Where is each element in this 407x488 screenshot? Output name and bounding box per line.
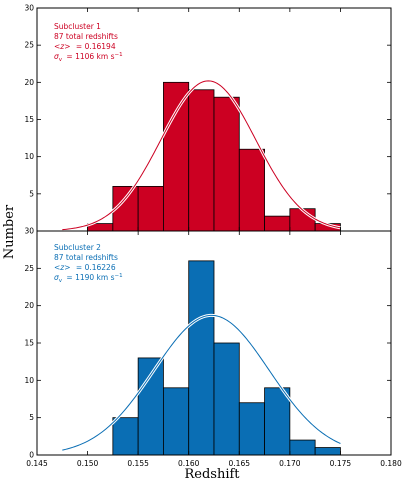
annotation-count: 87 total redshifts xyxy=(54,32,118,41)
y-tick-label: 20 xyxy=(24,301,34,310)
y-tick-label: 5 xyxy=(29,189,34,198)
y-tick-label: 25 xyxy=(24,264,34,273)
sigma-value: = 1190 km s xyxy=(66,273,114,282)
mean-z-symbol: <z> xyxy=(54,263,71,272)
bottom-annotation: Subcluster 2 87 total redshifts <z> = 0.… xyxy=(54,243,123,284)
y-tick-label: 20 xyxy=(24,78,34,87)
sigma-value: = 1106 km s xyxy=(66,52,114,61)
sigma-subscript: v xyxy=(59,57,63,63)
y-tick-label: 30 xyxy=(24,227,34,236)
fit-curve xyxy=(62,314,341,451)
y-tick-label: 10 xyxy=(24,152,34,161)
histogram-bar xyxy=(314,447,341,456)
bottom-panel: 0.145 0.150 0.155 0.160 0.165 0.170 0.175 0.180… xyxy=(24,227,402,469)
histogram-bar xyxy=(264,387,291,456)
x-tick-label: 0.165 xyxy=(229,459,251,468)
x-tick-label: 0.145 xyxy=(26,459,48,468)
top-annotation: Subcluster 1 87 total redshifts <z> = 0.… xyxy=(54,22,123,63)
y-tick-label: 15 xyxy=(24,115,34,124)
annotation-sigma: σv = 1190 km s−1 xyxy=(54,273,123,284)
x-tick-label: 0.170 xyxy=(279,459,301,468)
x-tick-label: 0.180 xyxy=(380,459,402,468)
mean-z-value: = 0.16194 xyxy=(76,42,116,51)
annotation-title: Subcluster 1 xyxy=(54,22,101,31)
y-tick-label: 25 xyxy=(24,41,34,50)
annotation-count: 87 total redshifts xyxy=(54,253,118,262)
histogram-bar xyxy=(238,402,265,456)
y-tick-label: 10 xyxy=(24,376,34,385)
annotation-mean-z: <z> = 0.16226 xyxy=(54,263,116,272)
histogram-bar xyxy=(137,185,164,232)
histogram-bar xyxy=(188,89,215,232)
sigma-superscript: −1 xyxy=(115,52,123,58)
x-tick-label: 0.155 xyxy=(127,459,149,468)
histogram-bar xyxy=(188,260,215,456)
histogram-bar xyxy=(163,387,190,456)
y-axis-label: Number xyxy=(2,204,17,259)
y-tick-label: 15 xyxy=(24,339,34,348)
histogram-bar xyxy=(289,439,316,456)
histogram-bar xyxy=(289,208,316,232)
annotation-title: Subcluster 2 xyxy=(54,243,101,252)
histogram-bar xyxy=(238,148,265,232)
histogram-bar xyxy=(112,417,139,456)
x-tick-label: 0.160 xyxy=(178,459,200,468)
x-tick-label: 0.175 xyxy=(330,459,352,468)
histogram-bar xyxy=(213,96,240,232)
fit-curve xyxy=(62,80,341,231)
mean-z-symbol: <z> xyxy=(54,42,71,51)
y-tick-label: 30 xyxy=(24,4,34,13)
histogram-bar xyxy=(163,81,190,232)
top-panel: 5 10 15 20 25 30 xyxy=(24,4,392,232)
annotation-mean-z: <z> = 0.16194 xyxy=(54,42,116,51)
sigma-symbol: σ xyxy=(54,52,59,61)
histogram-bar xyxy=(213,342,240,456)
mean-z-value: = 0.16226 xyxy=(76,263,116,272)
histogram-bar xyxy=(264,215,291,232)
y-tick-label: 5 xyxy=(29,413,34,422)
x-axis-label: Redshift xyxy=(184,467,240,482)
x-tick-label: 0.150 xyxy=(77,459,99,468)
sigma-subscript: v xyxy=(59,278,63,284)
y-tick-label: 0 xyxy=(29,451,34,460)
sigma-superscript: −1 xyxy=(115,273,123,279)
annotation-sigma: σv = 1106 km s−1 xyxy=(54,52,123,63)
sigma-symbol: σ xyxy=(54,273,59,282)
